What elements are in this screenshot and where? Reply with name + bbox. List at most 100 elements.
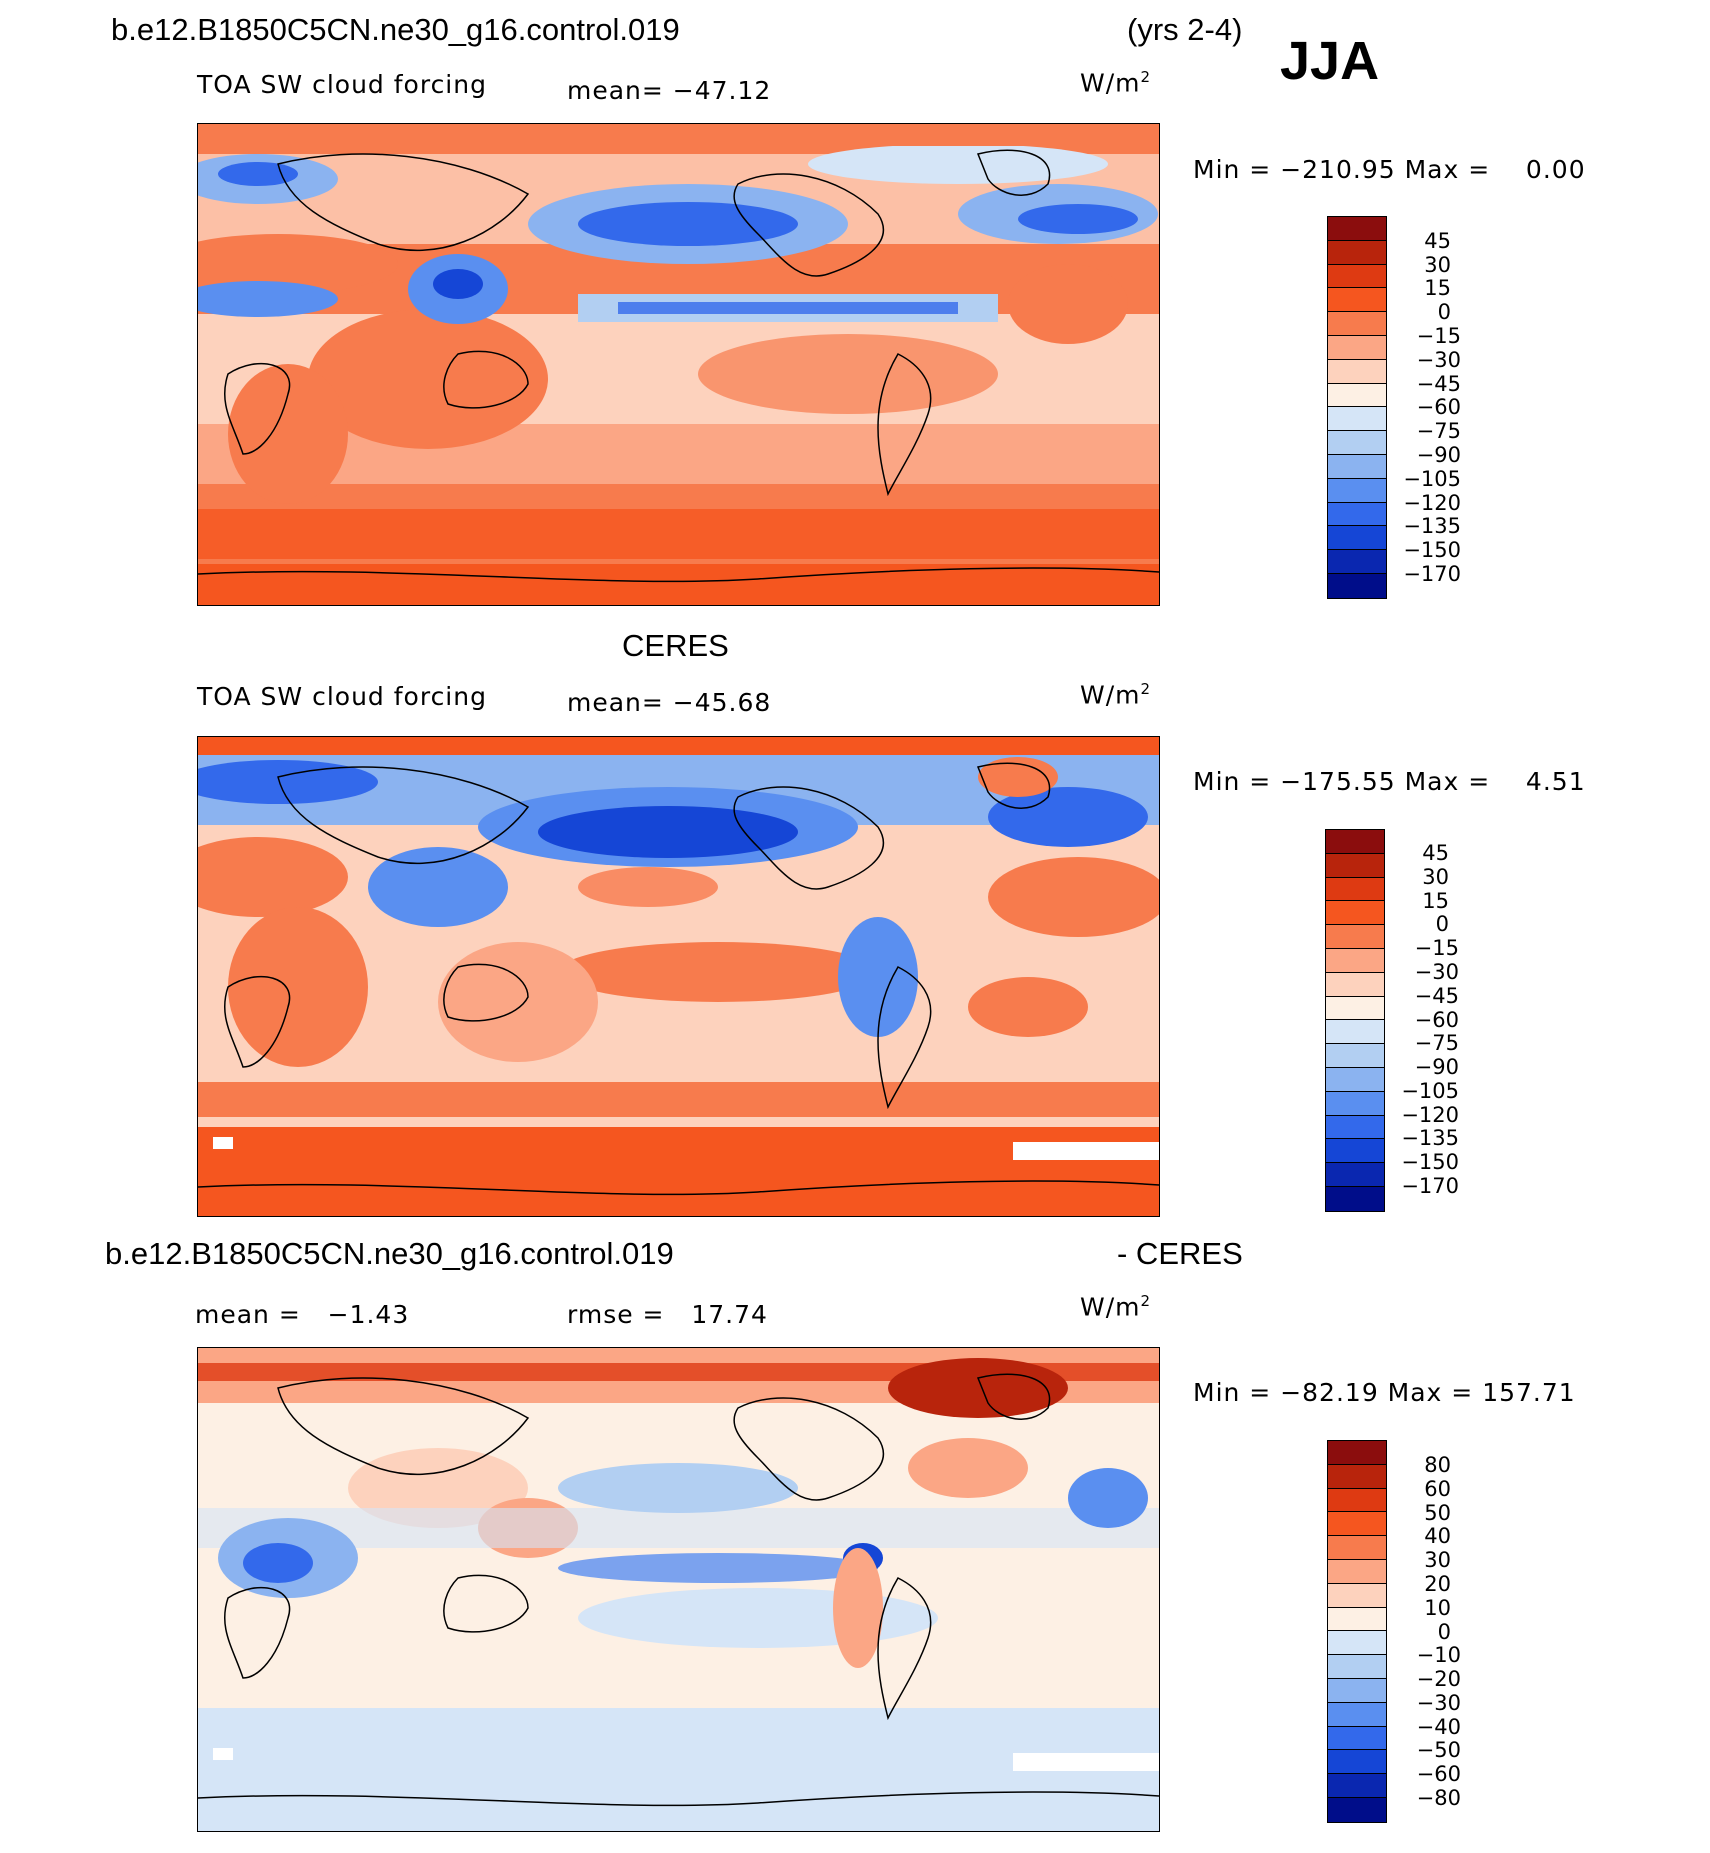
colorbar-tick: −170: [1403, 562, 1461, 586]
colorbar-tick: 20: [1424, 1572, 1451, 1596]
panel-diff-units: W/m2: [1080, 1292, 1152, 1322]
colorbar-segment: [1326, 1139, 1384, 1164]
colorbar-segment: [1326, 1067, 1384, 1092]
panel-model-variable: TOA SW cloud forcing: [197, 70, 487, 99]
panel-obs-map: [197, 736, 1160, 1217]
panel-model-map: [197, 123, 1160, 606]
colorbar-segment: [1328, 359, 1386, 384]
colorbar-tick: −120: [1403, 491, 1461, 515]
colorbar-tick: 40: [1424, 1524, 1451, 1548]
colorbar-tick: −75: [1416, 419, 1461, 443]
colorbar-segment: [1328, 1678, 1386, 1703]
colorbar-tick: −60: [1416, 395, 1461, 419]
colorbar-segment: [1326, 996, 1384, 1021]
colorbar-tick: −150: [1403, 538, 1461, 562]
colorbar-segment: [1328, 1631, 1386, 1656]
colorbar-tick: −105: [1403, 467, 1461, 491]
colorbar-tick: −30: [1414, 960, 1459, 984]
colorbar-segment: [1326, 830, 1384, 854]
colorbar-segment: [1326, 853, 1384, 878]
colorbar-tick: 15: [1422, 889, 1449, 913]
colorbar-tick: −40: [1416, 1715, 1461, 1739]
panel-diff-title-right: - CERES: [1117, 1236, 1243, 1271]
colorbar-tick: −45: [1414, 984, 1459, 1008]
panel-diff-map: [197, 1347, 1160, 1832]
colorbar-tick: −30: [1416, 348, 1461, 372]
colorbar-tick: 30: [1424, 253, 1451, 277]
colorbar-segment: [1326, 1020, 1384, 1045]
colorbar-segment: [1328, 335, 1386, 360]
colorbar-tick: −170: [1401, 1174, 1459, 1198]
colorbar-segment: [1328, 478, 1386, 503]
colorbar-tick: 0: [1437, 300, 1451, 324]
colorbar-segment: [1328, 264, 1386, 289]
colorbar-tick: −60: [1416, 1762, 1461, 1786]
colorbar-tick: 80: [1424, 1453, 1451, 1477]
colorbar-tick: 0: [1435, 912, 1449, 936]
colorbar-segment: [1326, 1115, 1384, 1140]
panel-obs-variable: TOA SW cloud forcing: [197, 682, 487, 711]
colorbar-segment: [1328, 502, 1386, 527]
colorbar-segment: [1328, 312, 1386, 336]
colorbar-segment: [1328, 454, 1386, 479]
colorbar-segment: [1328, 1583, 1386, 1608]
panel-diff-title-left: b.e12.B1850C5CN.ne30_g16.control.019: [105, 1236, 674, 1271]
colorbar-segment: [1328, 1774, 1386, 1798]
colorbar-segment: [1328, 573, 1386, 598]
panel-model-units: W/m2: [1080, 68, 1152, 98]
colorbar-tick: 0: [1437, 1620, 1451, 1644]
colorbar-tick: −120: [1401, 1103, 1459, 1127]
colorbar-tick: −75: [1414, 1031, 1459, 1055]
colorbar-segment: [1328, 383, 1386, 408]
years-label: (yrs 2-4): [1127, 12, 1243, 47]
colorbar-segment: [1326, 901, 1384, 926]
colorbar-segment: [1328, 240, 1386, 265]
panel-model-colorbar: [1327, 216, 1387, 599]
colorbar-segment: [1328, 550, 1386, 574]
season-label: JJA: [1280, 31, 1380, 91]
colorbar-segment: [1326, 877, 1384, 902]
colorbar-segment: [1328, 1750, 1386, 1775]
colorbar-tick: 45: [1422, 841, 1449, 865]
panel-diff-mean: mean = −1.43: [195, 1300, 410, 1329]
colorbar-tick: −90: [1416, 443, 1461, 467]
panel-diff-colorbar: [1327, 1440, 1387, 1823]
colorbar-tick: −50: [1416, 1738, 1461, 1762]
colorbar-segment: [1326, 948, 1384, 973]
colorbar-segment: [1328, 526, 1386, 551]
panel-obs-minmax: Min = −175.55 Max = 4.51: [1193, 767, 1586, 796]
colorbar-segment: [1326, 972, 1384, 997]
colorbar-segment: [1328, 1441, 1386, 1465]
colorbar-tick: −20: [1416, 1667, 1461, 1691]
colorbar-tick: 10: [1424, 1596, 1451, 1620]
colorbar-segment: [1328, 1797, 1386, 1822]
panel-obs-mean: mean= −45.68: [567, 688, 772, 717]
panel-model-minmax: Min = −210.95 Max = 0.00: [1193, 155, 1586, 184]
panel-obs-colorbar: [1325, 829, 1385, 1212]
colorbar-tick: 60: [1424, 1477, 1451, 1501]
colorbar-segment: [1328, 1726, 1386, 1751]
colorbar-segment: [1328, 288, 1386, 313]
colorbar-segment: [1326, 925, 1384, 949]
colorbar-segment: [1328, 1702, 1386, 1727]
colorbar-segment: [1326, 1163, 1384, 1187]
colorbar-tick: 45: [1424, 229, 1451, 253]
colorbar-tick: −10: [1416, 1643, 1461, 1667]
colorbar-tick: 30: [1422, 865, 1449, 889]
colorbar-tick: −60: [1414, 1008, 1459, 1032]
colorbar-segment: [1328, 217, 1386, 241]
colorbar-segment: [1328, 1536, 1386, 1560]
panel-model-mean: mean= −47.12: [567, 76, 772, 105]
colorbar-segment: [1326, 1091, 1384, 1116]
colorbar-tick: −45: [1416, 372, 1461, 396]
case-title: b.e12.B1850C5CN.ne30_g16.control.019: [111, 12, 680, 47]
colorbar-segment: [1328, 1488, 1386, 1513]
panel-obs-title: CERES: [622, 628, 729, 663]
colorbar-tick: −15: [1416, 324, 1461, 348]
colorbar-segment: [1328, 1607, 1386, 1632]
colorbar-tick: −30: [1416, 1691, 1461, 1715]
colorbar-segment: [1328, 1559, 1386, 1584]
panel-obs-units: W/m2: [1080, 680, 1152, 710]
colorbar-tick: −150: [1401, 1150, 1459, 1174]
colorbar-segment: [1328, 431, 1386, 455]
